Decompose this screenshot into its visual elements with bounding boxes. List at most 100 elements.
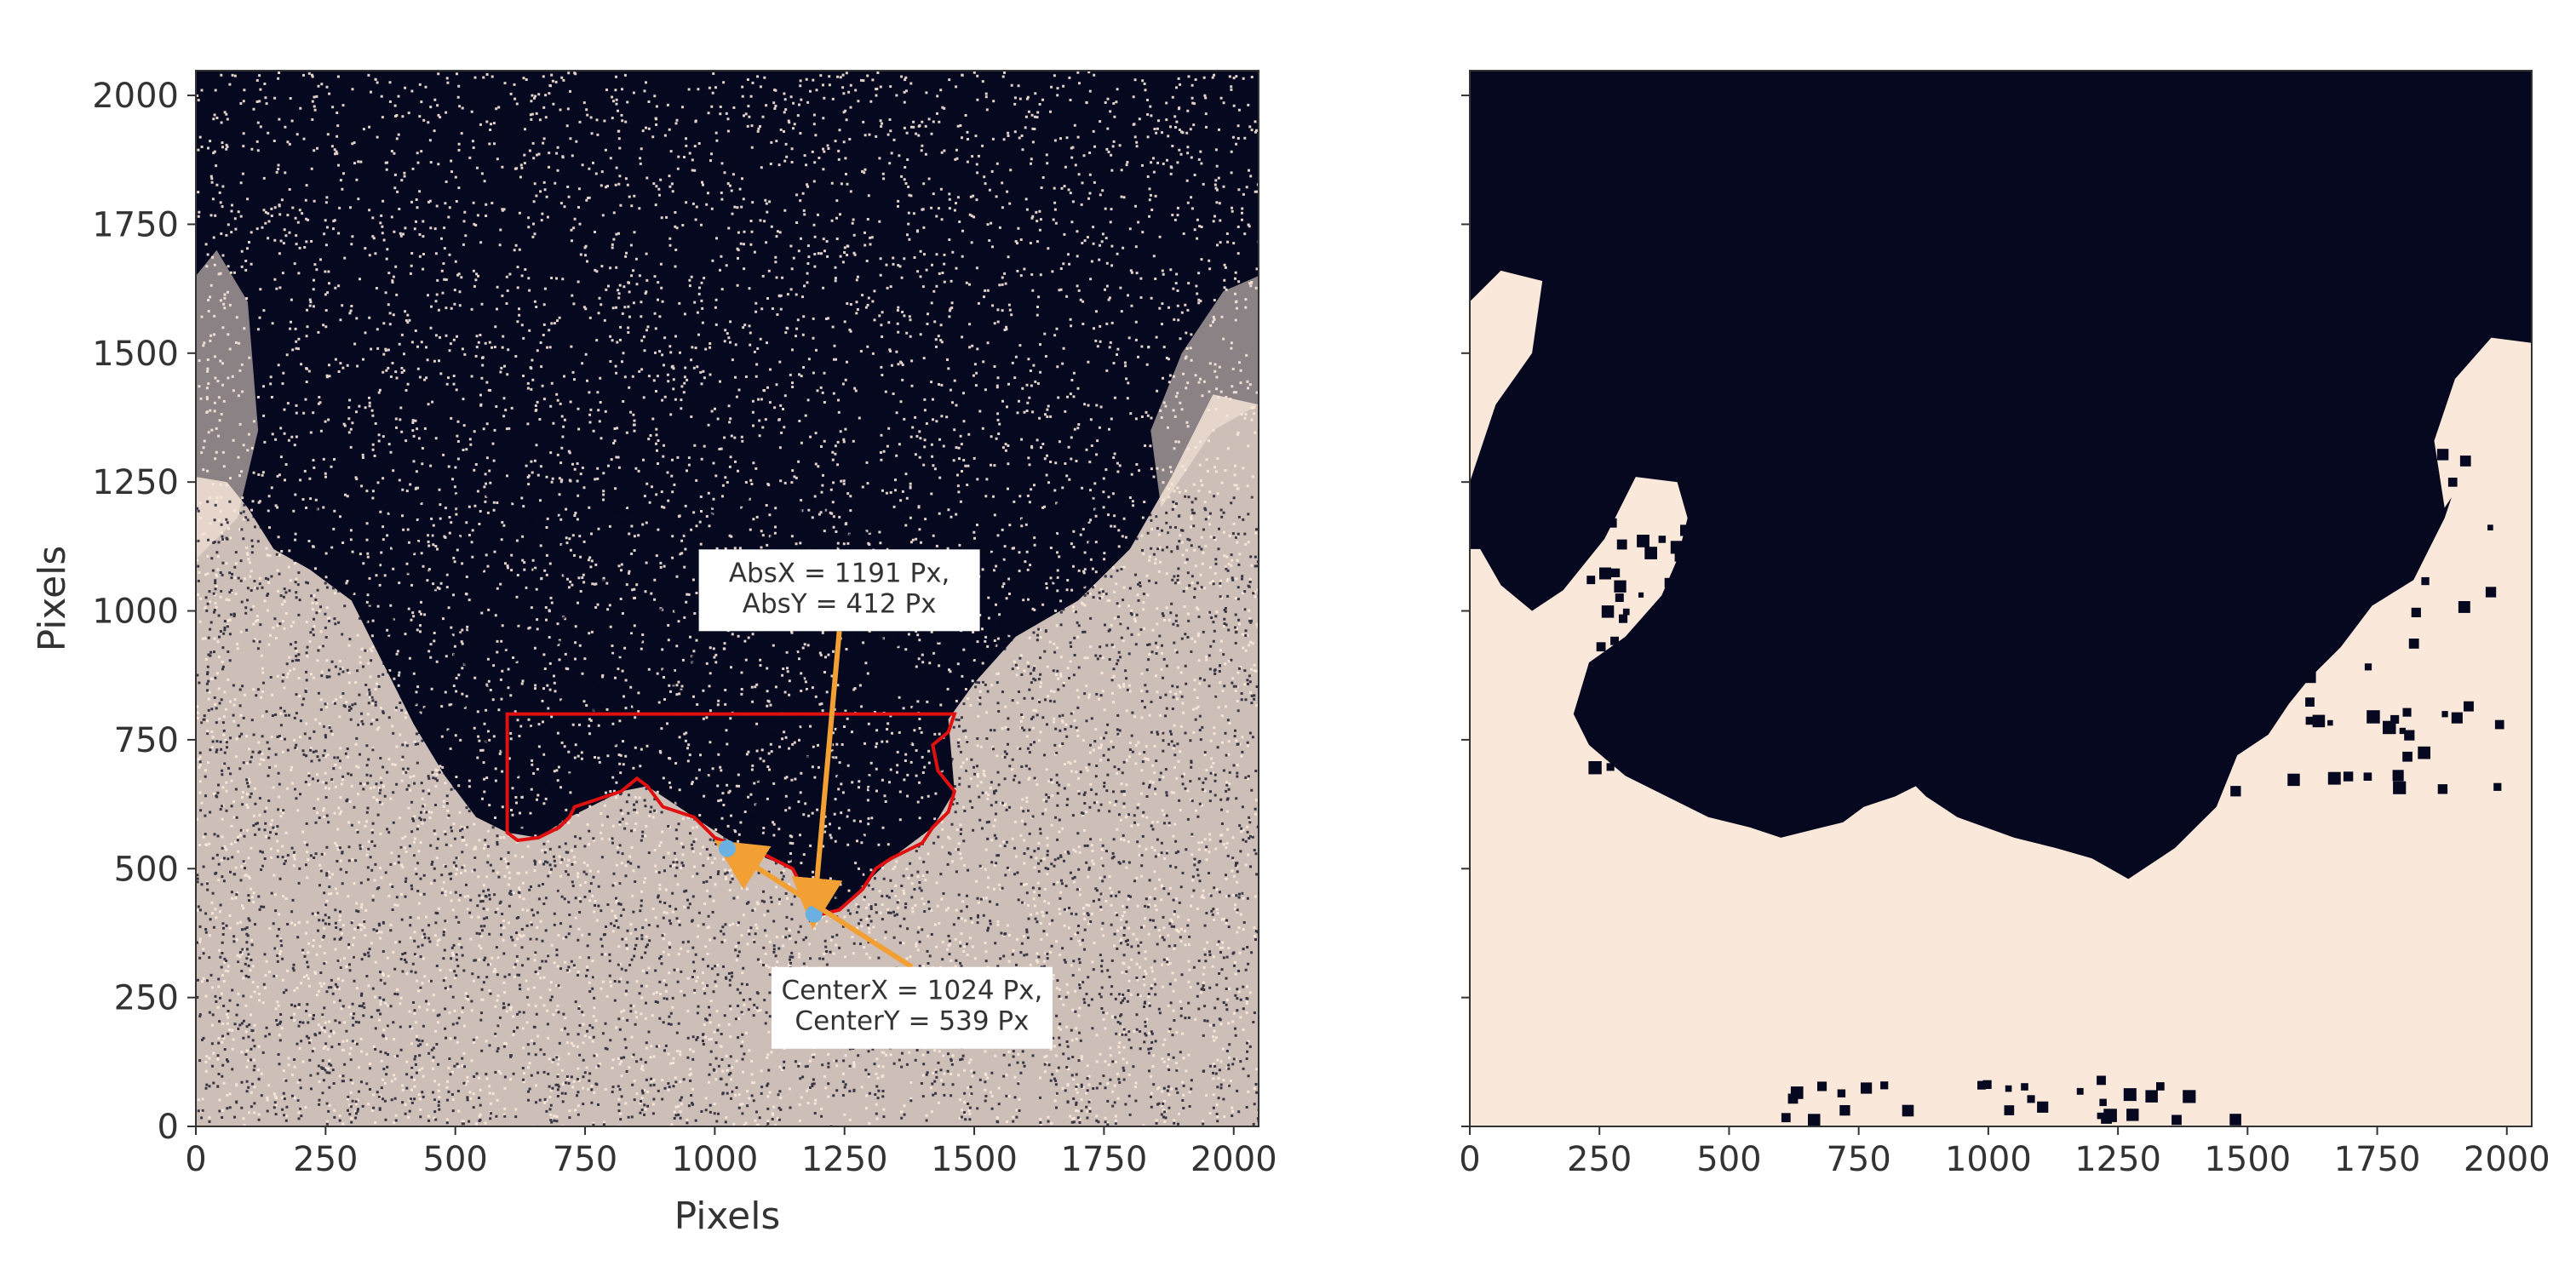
right-dark-hole [2393, 781, 2407, 794]
right-x-tick-label: 750 [1826, 1140, 1890, 1179]
right-dark-hole [2097, 1075, 2106, 1086]
right-dark-hole [1661, 713, 1676, 727]
annotations: AbsX = 1191 Px,AbsY = 412 Px CenterX = 10… [698, 549, 1053, 1049]
right-dark-hole [2363, 772, 2372, 781]
right-dark-hole [2493, 782, 2502, 791]
right-panel: 0 250 500 750 1000 1250 1500 1750 2000 [1459, 70, 2550, 1179]
right-dark-hole [1647, 689, 1655, 697]
right-bright-region [1470, 270, 2532, 1126]
right-dark-hole [2099, 1098, 2107, 1107]
left-panel: AbsX = 1191 Px,AbsY = 412 Px CenterX = 10… [31, 70, 1277, 1238]
right-dark-hole [2303, 670, 2316, 684]
right-dark-hole [2311, 451, 2319, 458]
right-dark-hole [1616, 539, 1627, 550]
right-dark-hole [1607, 518, 1617, 528]
left-y-tick-label: 500 [114, 850, 179, 889]
right-dark-hole [2241, 664, 2252, 674]
right-dark-hole [1637, 535, 1649, 547]
annotation-text: CenterY = 539 Px [795, 1006, 1029, 1037]
annotation-box [771, 966, 1053, 1049]
right-dark-hole [1675, 717, 1684, 726]
right-dark-hole [2367, 710, 2380, 724]
right-dark-hole [2494, 719, 2504, 730]
right-dark-hole [1861, 1082, 1873, 1094]
right-dark-hole [1618, 708, 1632, 722]
right-dark-hole [2223, 587, 2236, 599]
right-dark-hole [2287, 773, 2300, 787]
right-dark-hole [1596, 685, 1602, 690]
right-dark-hole [2404, 730, 2415, 741]
right-dark-hole [1596, 642, 1606, 652]
right-dark-hole [1626, 690, 1632, 696]
right-dark-hole [2208, 730, 2218, 740]
right-dark-hole [2076, 1087, 2084, 1095]
right-dark-hole [1673, 742, 1680, 748]
right-dark-hole [1621, 668, 1632, 679]
right-dark-hole [1599, 567, 1611, 580]
right-dark-hole [2097, 1112, 2104, 1120]
left-x-tick-label: 0 [185, 1140, 206, 1179]
right-dark-hole [2364, 595, 2372, 604]
right-dark-hole [2402, 751, 2412, 762]
right-dark-hole [1633, 731, 1642, 739]
left-bright-area [196, 394, 1259, 1126]
left-y-tick-label: 1750 [92, 205, 179, 244]
right-dark-hole [2421, 576, 2430, 586]
left-x-tick-label: 1500 [931, 1140, 1018, 1179]
right-dark-hole [1982, 1080, 1992, 1089]
right-dark-hole [2326, 613, 2337, 623]
annotation-point-marker [719, 839, 736, 857]
right-dark-hole [2383, 720, 2396, 735]
left-y-tick-label: 1250 [92, 463, 179, 502]
right-dark-hole [1817, 1081, 1827, 1092]
left-y-tick-label: 1500 [92, 335, 179, 374]
right-x-tick-label: 1500 [2204, 1140, 2291, 1179]
right-dark-hole [2203, 500, 2209, 506]
right-dark-hole [2441, 711, 2448, 718]
right-dark-hole [2487, 524, 2493, 530]
annotation-arrow [791, 631, 843, 930]
right-dark-hole [1624, 758, 1632, 766]
right-dark-hole [2103, 1109, 2117, 1122]
right-plot-frame [1469, 70, 2533, 1127]
right-dark-hole [1902, 1104, 1914, 1117]
right-dark-hole [1647, 645, 1661, 658]
left-x-tick-label: 1750 [1061, 1140, 1148, 1179]
annotation-text: AbsY = 412 Px [743, 588, 937, 619]
right-dark-hole [1781, 1113, 1791, 1123]
right-dark-hole [2392, 770, 2404, 782]
left-y-tick-label: 1000 [92, 593, 179, 632]
right-dark-hole [2451, 712, 2463, 724]
annotation-arrow [714, 839, 914, 970]
right-dark-hole [2340, 591, 2354, 604]
right-x-tick-label: 500 [1696, 1140, 1761, 1179]
right-dark-hole [2021, 1083, 2028, 1091]
right-dark-hole [1594, 661, 1602, 669]
right-dark-hole [2305, 697, 2315, 707]
right-dark-hole [1664, 753, 1676, 765]
right-dark-hole [2229, 1114, 2241, 1126]
right-x-tick-label: 1250 [2074, 1140, 2161, 1179]
left-x-tick-label: 750 [553, 1140, 617, 1179]
right-dark-hole [1588, 761, 1602, 775]
annotation-box [698, 549, 980, 632]
right-dark-hole [1602, 720, 1616, 734]
right-dark-hole [2312, 714, 2326, 728]
right-dark-hole [2145, 1090, 2158, 1103]
right-dark-hole [2005, 1085, 2012, 1092]
right-x-tick-label: 0 [1459, 1140, 1480, 1179]
right-x-tick-label: 2000 [2464, 1140, 2550, 1179]
right-dark-hole [2123, 1088, 2137, 1102]
right-dark-hole [2301, 565, 2315, 578]
right-dark-hole [1610, 568, 1621, 577]
right-y-ticks [1461, 95, 1470, 1127]
right-dark-hole [2004, 1105, 2015, 1115]
right-dark-hole [2436, 449, 2449, 461]
right-dark-hole [2230, 786, 2241, 797]
right-dark-hole [1660, 759, 1666, 765]
right-dark-hole [2293, 601, 2303, 610]
right-dark-hole [1610, 636, 1619, 645]
right-dark-hole [1687, 736, 1695, 745]
left-bright-region [196, 249, 1259, 1126]
right-bright-area [1470, 404, 2532, 1126]
